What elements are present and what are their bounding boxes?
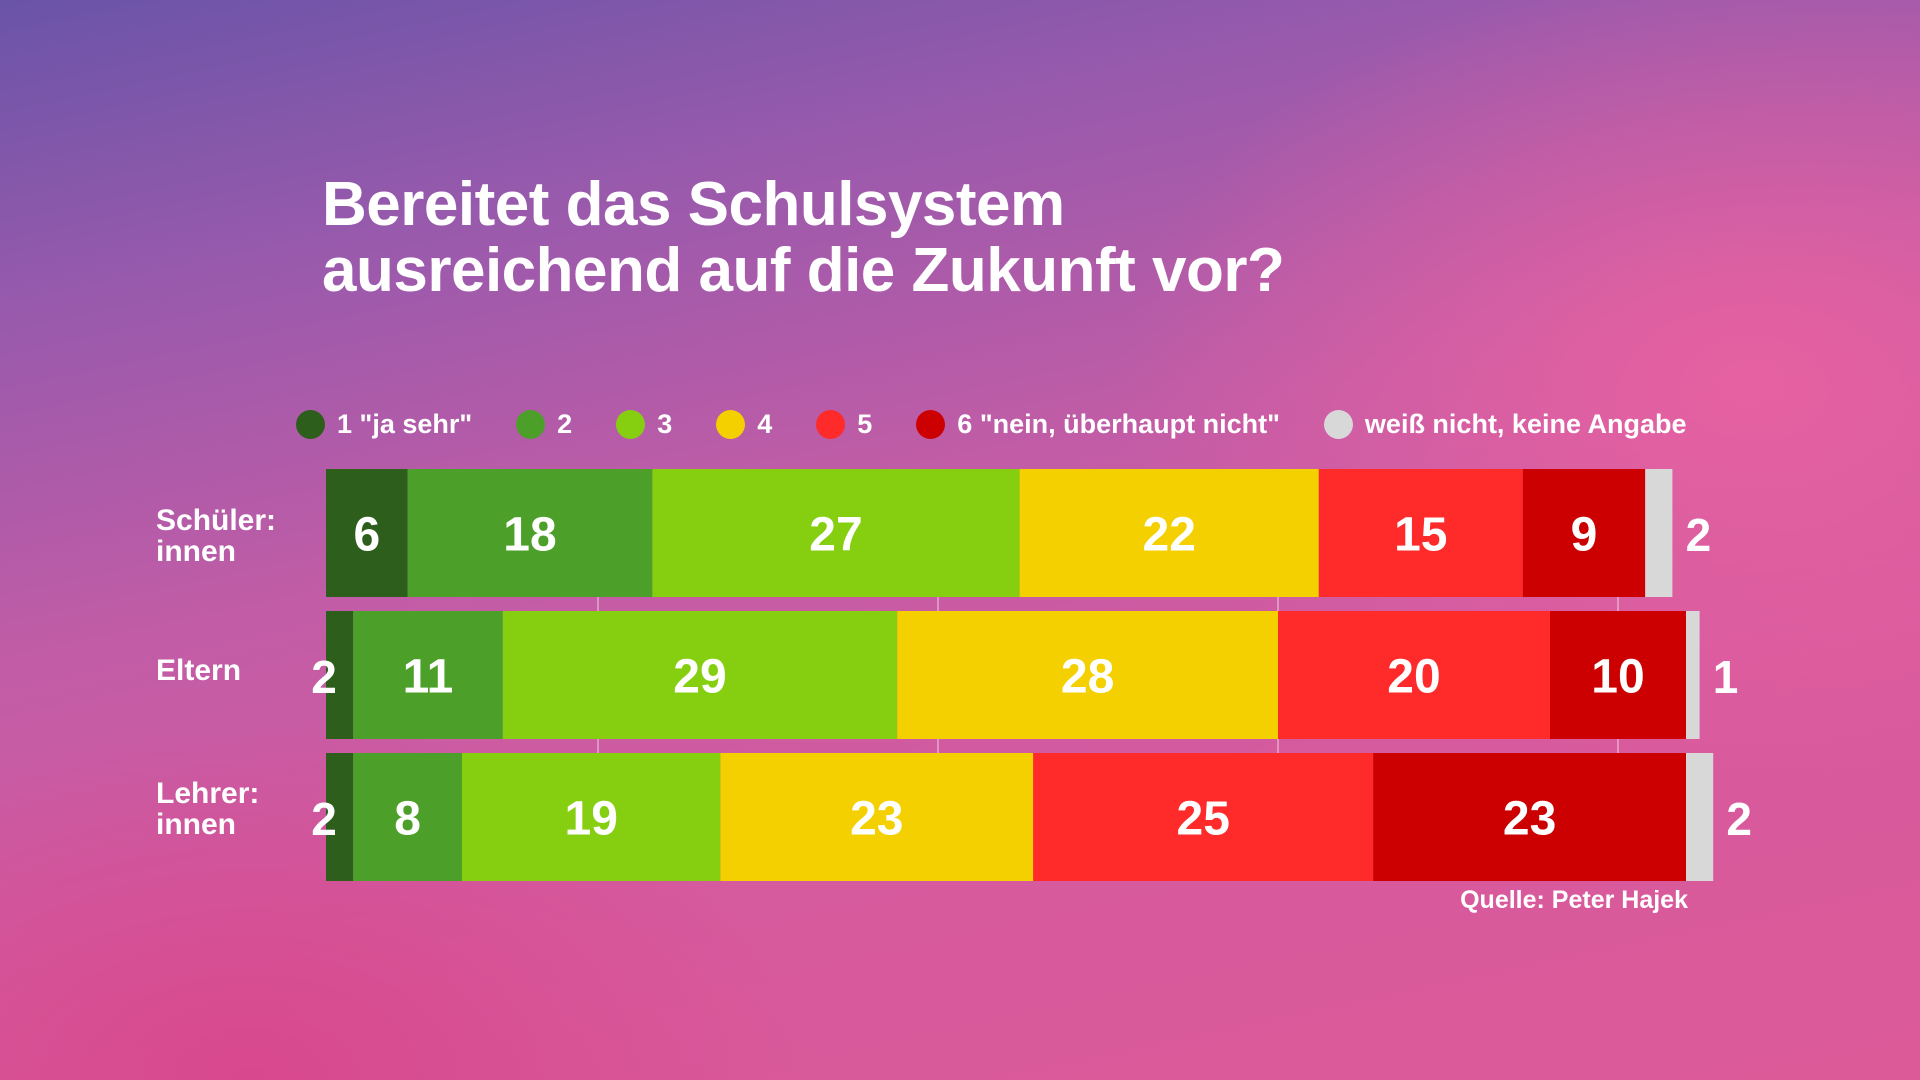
legend-item-7: weiß nicht, keine Angabe <box>1323 408 1687 440</box>
title-line-1: Bereitet das Schulsystem <box>322 170 1065 239</box>
legend-swatch-1 <box>296 409 325 439</box>
bar-label-schueler-6: 9 <box>1571 509 1598 562</box>
legend-item-2: 2 <box>516 409 572 440</box>
bar-lehrer-5 <box>1033 753 1374 881</box>
legend-label-5: 5 <box>857 408 873 439</box>
legend-item-6: 6 "nein, überhaupt nicht" <box>916 409 1280 440</box>
bar-eltern-1 <box>326 611 354 739</box>
bar-schueler-5 <box>1318 469 1523 597</box>
bar-label-lehrer-1: 2 <box>311 793 337 845</box>
row-label-schueler-line-2: innen <box>156 535 236 568</box>
row-label-schueler: Schüler: innen <box>156 505 296 567</box>
bar-schueler-1 <box>326 469 408 597</box>
row-label-eltern-line-1: Eltern <box>156 654 242 687</box>
bar-eltern-6 <box>1550 611 1686 739</box>
outside-label-eltern: 1 <box>1713 651 1739 703</box>
bar-eltern-4 <box>897 611 1278 739</box>
bar-schueler-6 <box>1522 469 1646 597</box>
bar-eltern-7 <box>1686 611 1700 739</box>
bar-schueler-4 <box>1019 469 1319 597</box>
bar-label-schueler-2: 18 <box>503 509 556 562</box>
bar-label-eltern-4: 28 <box>1061 651 1114 704</box>
chart-title: Bereitet das Schulsystem ausreichend auf… <box>322 172 1622 304</box>
legend-item-5: 5 <box>816 409 872 440</box>
bar-label-lehrer-5: 25 <box>1177 793 1230 846</box>
bar-label-lehrer-4: 23 <box>850 793 903 846</box>
legend: 1 "ja sehr" 2 3 4 5 6 "nein, überhaupt n… <box>296 404 1730 444</box>
legend-item-4: 4 <box>716 409 772 440</box>
row-label-lehrer: Lehrer: innen <box>156 778 296 840</box>
row-label-schueler-line-1: Schüler: <box>156 504 277 537</box>
legend-item-3: 3 <box>616 409 672 440</box>
bar-label-schueler-3: 27 <box>809 509 862 562</box>
bar-label-schueler-4: 22 <box>1143 509 1196 562</box>
outside-label-schueler: 2 <box>1686 509 1712 561</box>
source-note: Quelle: Peter Hajek <box>1460 886 1688 914</box>
bar-label-lehrer-2: 8 <box>394 793 421 846</box>
bar-lehrer-6 <box>1373 753 1686 881</box>
bar-label-eltern-6: 10 <box>1591 651 1644 704</box>
bar-label-lehrer-6: 23 <box>1503 793 1556 846</box>
bar-schueler-7 <box>1645 469 1673 597</box>
bar-label-eltern-3: 29 <box>673 651 726 704</box>
bar-label-eltern-1: 2 <box>311 651 337 703</box>
legend-item-1: 1 "ja sehr" <box>296 409 472 440</box>
bar-lehrer-7 <box>1686 753 1714 881</box>
bar-schueler-2 <box>407 469 653 597</box>
bar-lehrer-1 <box>326 753 354 881</box>
legend-swatch-7 <box>1323 409 1353 439</box>
legend-swatch-6 <box>916 409 946 439</box>
legend-swatch-3 <box>616 409 646 439</box>
legend-swatch-5 <box>816 409 846 439</box>
bar-schueler-3 <box>652 469 1020 597</box>
legend-label-2: 2 <box>557 408 573 439</box>
bar-lehrer-2 <box>353 753 462 881</box>
row-label-lehrer-line-1: Lehrer: <box>156 777 260 810</box>
legend-label-1: 1 "ja sehr" <box>337 408 473 439</box>
bar-label-eltern-2: 11 <box>403 651 454 704</box>
bar-eltern-5 <box>1278 611 1550 739</box>
title-line-2: ausreichend auf die Zukunft vor? <box>322 236 1285 305</box>
bar-label-schueler-1: 6 <box>353 509 380 562</box>
bar-eltern-2 <box>353 611 503 739</box>
bar-label-lehrer-3: 19 <box>565 793 618 846</box>
legend-label-3: 3 <box>657 408 673 439</box>
outside-label-lehrer: 2 <box>1726 793 1752 845</box>
legend-swatch-2 <box>516 409 546 439</box>
row-label-eltern: Eltern <box>156 655 296 686</box>
bar-label-eltern-5: 20 <box>1387 651 1440 704</box>
bar-label-schueler-5: 15 <box>1394 509 1447 562</box>
bar-eltern-3 <box>502 611 898 739</box>
bar-lehrer-3 <box>462 753 721 881</box>
bar-lehrer-4 <box>720 753 1034 881</box>
row-label-lehrer-line-2: innen <box>156 808 236 841</box>
legend-swatch-4 <box>716 409 746 439</box>
legend-label-4: 4 <box>757 408 773 439</box>
legend-label-6: 6 "nein, überhaupt nicht" <box>957 408 1280 439</box>
legend-label-7: weiß nicht, keine Angabe <box>1364 408 1687 439</box>
